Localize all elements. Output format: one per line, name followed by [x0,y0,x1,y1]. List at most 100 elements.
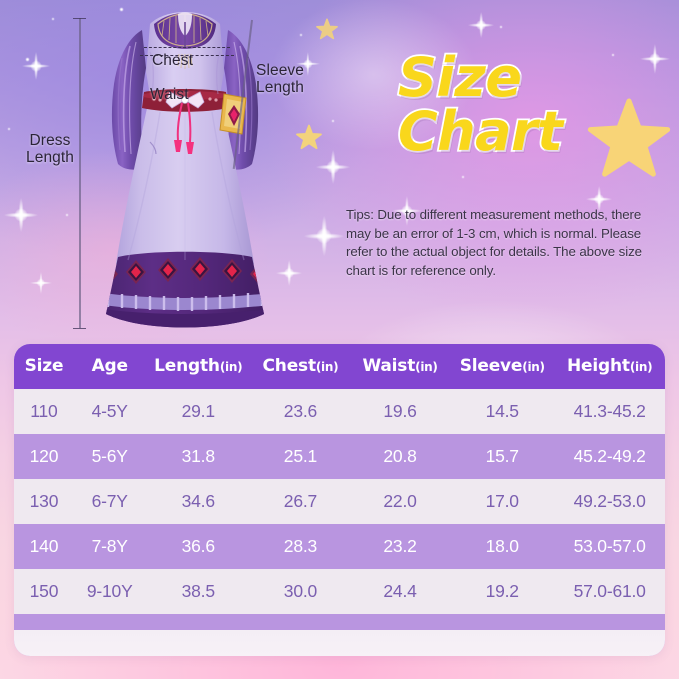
cell-sleeve: 18.0 [450,524,555,569]
sparkle-dot [630,230,632,232]
cell-chest: 26.7 [250,479,350,524]
cell-chest: 25.1 [250,434,350,479]
chest-measure-line-2 [140,55,234,56]
sparkle-dot [52,18,54,20]
table-header-row: Size Age Length(in) Chest(in) Waist(in) … [14,344,665,389]
column-header-height-unit: (in) [629,360,653,374]
cell-size: 130 [14,479,74,524]
cell-waist: 22.0 [349,479,451,524]
dress-length-tick-bottom [73,328,86,329]
page-title: Size Chart [396,46,598,163]
star-icon [296,124,322,150]
sparkle-star-icon [468,12,494,38]
product-dress-image [78,2,292,342]
sparkle-star-icon [316,150,350,184]
size-chart-table: Size Age Length(in) Chest(in) Waist(in) … [14,344,665,656]
label-sleeve-length: Sleeve Length [256,62,305,97]
cell-age: 5-6Y [73,434,146,479]
cell-length: 38.5 [145,569,251,614]
cell-waist: 23.2 [349,524,451,569]
sparkle-star-icon [392,196,422,226]
cell-waist: 20.8 [349,434,451,479]
chest-measure-line [144,47,230,48]
dress-hem-pattern [106,251,264,328]
column-header-waist-label: Waist [362,356,416,376]
label-dress-length: Dress Length [26,132,75,167]
sparkle-dot [332,120,334,122]
cell-length: 29.1 [145,389,251,434]
sparkle-dot [612,54,614,56]
column-header-length-label: Length [154,356,220,376]
sparkle-star-icon [304,216,344,256]
cell-age: 9-10Y [73,569,146,614]
table-row: 130 6-7Y 34.6 26.7 22.0 17.0 49.2-53.0 [14,479,665,524]
sparkle-dot [500,26,502,28]
sparkle-star-icon [586,186,612,212]
sparkle-star-icon [296,52,320,76]
cell-waist: 19.6 [349,389,451,434]
column-header-length-unit: (in) [219,360,243,374]
cell-size: 150 [14,569,74,614]
cell-length: 34.6 [145,479,251,524]
column-header-size: Size [14,344,74,389]
table-footer-strip [14,630,665,656]
cell-chest: 30.0 [250,569,350,614]
cell-age: 7-8Y [73,524,146,569]
star-icon [587,98,671,177]
table-row: 120 5-6Y 31.8 25.1 20.8 15.7 45.2-49.2 [14,434,665,479]
sparkle-dot [66,214,68,216]
cell-size: 110 [14,389,74,434]
cell-height: 53.0-57.0 [554,524,665,569]
cell-age: 4-5Y [73,389,146,434]
label-waist: Waist [150,86,189,103]
column-header-waist: Waist(in) [349,344,451,389]
cell-sleeve: 19.2 [450,569,555,614]
table-row: 140 7-8Y 36.6 28.3 23.2 18.0 53.0-57.0 [14,524,665,569]
sparkle-star-icon [4,198,38,232]
column-header-sleeve-label: Sleeve [459,356,523,376]
table-header: Size Age Length(in) Chest(in) Waist(in) … [14,344,665,389]
column-header-age: Age [73,344,146,389]
dress-skirt [116,94,254,282]
sparkle-star-icon [30,272,52,294]
cell-waist: 24.4 [349,569,451,614]
cell-length: 31.8 [145,434,251,479]
cell-sleeve: 17.0 [450,479,555,524]
page-title-line2: Chart [396,99,564,163]
cell-size: 140 [14,524,74,569]
dress-length-tick-top [73,18,86,19]
column-header-length: Length(in) [145,344,251,389]
sparkle-star-icon [22,52,50,80]
sparkle-dot [120,8,123,11]
sparkle-dot [300,34,302,36]
cell-height: 45.2-49.2 [554,434,665,479]
size-chart-table-card: Size Age Length(in) Chest(in) Waist(in) … [14,344,665,656]
table-row: 110 4-5Y 29.1 23.6 19.6 14.5 41.3-45.2 [14,389,665,434]
column-header-age-label: Age [91,356,128,376]
cell-chest: 23.6 [250,389,350,434]
column-header-chest-label: Chest [262,356,317,376]
table-body: 110 4-5Y 29.1 23.6 19.6 14.5 41.3-45.2 1… [14,389,665,656]
cell-length: 36.6 [145,524,251,569]
sparkle-star-icon [276,260,302,286]
column-header-height-label: Height [567,356,630,376]
table-row: 150 9-10Y 38.5 30.0 24.4 19.2 57.0-61.0 [14,569,665,614]
cell-sleeve: 14.5 [450,389,555,434]
sparkle-dot [8,128,10,130]
column-header-sleeve: Sleeve(in) [450,344,555,389]
column-header-sleeve-unit: (in) [522,360,545,374]
column-header-height: Height(in) [554,344,665,389]
cell-height: 41.3-45.2 [554,389,665,434]
star-icon [316,18,338,40]
label-chest: Chest [152,52,193,69]
column-header-chest: Chest(in) [250,344,350,389]
sparkle-dot [358,254,360,256]
cell-age: 6-7Y [73,479,146,524]
column-header-size-label: Size [24,356,64,376]
page-title-line1: Size [396,46,523,109]
column-header-chest-unit: (in) [315,360,339,374]
column-header-waist-unit: (in) [415,360,438,374]
cell-size: 120 [14,434,74,479]
cell-height: 57.0-61.0 [554,569,665,614]
